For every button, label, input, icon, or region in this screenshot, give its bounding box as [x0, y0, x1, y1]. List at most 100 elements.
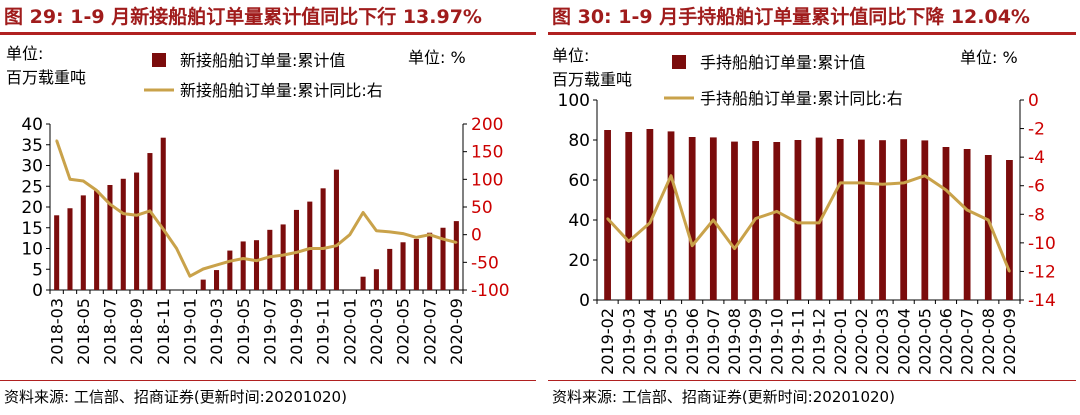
bar: [667, 131, 675, 300]
x-tick-label: 2019-01: [180, 298, 199, 365]
right-tick-label: -50: [471, 253, 499, 273]
x-tick-label: 2020-01: [831, 308, 850, 375]
left-axis-unit: 单位: 百万载重吨: [6, 44, 87, 87]
right-tick-label: 200: [471, 115, 503, 135]
x-tick-label: 2020-07: [958, 308, 977, 375]
bar: [80, 195, 86, 290]
bar: [879, 140, 886, 300]
title-divider: [548, 32, 1076, 35]
line-point: [95, 189, 98, 192]
line-point: [401, 232, 405, 235]
line-point: [281, 253, 285, 257]
legend-bar-swatch: [152, 53, 166, 67]
bar: [942, 147, 950, 300]
left-tick-label: 80: [568, 131, 590, 151]
legend-bar-swatch: [672, 55, 686, 69]
bar: [333, 169, 339, 290]
right-tick-label: 50: [471, 198, 493, 218]
line-point: [375, 229, 378, 232]
line-point: [335, 244, 338, 247]
line-point: [923, 174, 927, 177]
bar: [107, 185, 113, 290]
line-point: [987, 218, 990, 222]
bar: [440, 227, 446, 290]
line-point: [839, 181, 842, 185]
bar: [227, 250, 233, 290]
x-tick-label: 2019-12: [810, 308, 829, 375]
title-divider: [0, 32, 536, 35]
x-tick-label: 2019-02: [598, 308, 617, 375]
line-point: [428, 233, 431, 236]
line-point: [108, 203, 112, 206]
legend-bar-label: 手持船舶订单量:累计值: [700, 53, 865, 72]
chart-panel-new-orders: 图 29: 1-9 月新接船舶订单量累计值同比下行 13.97% 单位: 百万载…: [0, 6, 536, 406]
x-tick-label: 2019-04: [640, 308, 659, 375]
x-tick-label: 2020-05: [394, 298, 413, 365]
right-tick-label: -100: [471, 281, 510, 301]
bar: [413, 238, 419, 290]
right-tick-label: -12: [1028, 262, 1056, 282]
x-tick-label: 2018-03: [47, 298, 66, 365]
line-point: [712, 218, 715, 222]
right-tick-label: -8: [1028, 205, 1045, 225]
x-tick-label: 2019-11: [314, 298, 333, 365]
line-point: [817, 221, 821, 225]
line-point: [241, 257, 245, 260]
bar: [604, 130, 611, 300]
x-tick-label: 2020-01: [340, 298, 359, 365]
line-point: [215, 263, 218, 267]
line-point: [627, 240, 630, 243]
line-point: [455, 241, 458, 244]
bar: [160, 137, 166, 290]
x-tick-label: 2019-07: [260, 298, 279, 365]
bar: [836, 139, 844, 300]
line-point: [188, 274, 192, 278]
bar: [794, 140, 802, 300]
bar: [387, 248, 393, 290]
x-tick-label: 2019-06: [683, 308, 702, 375]
line-point: [775, 210, 778, 213]
line-point: [348, 233, 351, 236]
right-tick-label: -2: [1028, 120, 1045, 140]
bar: [94, 190, 100, 290]
left-tick-label: 40: [21, 115, 43, 135]
left-tick-label: 0: [579, 291, 590, 311]
bar: [400, 242, 406, 290]
bar: [214, 270, 220, 290]
right-tick-label: 0: [1028, 91, 1039, 111]
x-tick-label: 2020-09: [447, 298, 466, 365]
line-point: [148, 209, 152, 213]
line-point: [255, 259, 258, 262]
bar: [240, 241, 246, 290]
right-tick-label: -14: [1028, 291, 1056, 311]
x-tick-label: 2020-07: [420, 298, 439, 365]
line-point: [881, 183, 884, 186]
bar: [921, 140, 929, 300]
legend-line-label: 新接船舶订单量:累计同比:右: [180, 81, 383, 100]
line-point: [175, 247, 178, 250]
x-tick-label: 2018-11: [154, 298, 173, 365]
x-tick-label: 2019-03: [619, 308, 638, 375]
chart-title: 图 30: 1-9 月手持船舶订单量累计值同比下降 12.04%: [552, 6, 1030, 28]
x-tick-label: 2019-05: [662, 308, 681, 375]
line-point: [860, 181, 863, 185]
line-point: [295, 251, 298, 254]
right-tick-label: 150: [471, 143, 503, 163]
x-tick-label: 2020-03: [873, 308, 892, 375]
bar: [200, 279, 206, 290]
right-tick-label: -6: [1028, 177, 1045, 197]
chart-panel-backlog-orders: 图 30: 1-9 月手持船舶订单量累计值同比下降 12.04% 单位: 百万载…: [548, 0, 1080, 415]
right-tick-label: -4: [1028, 148, 1045, 168]
bar: [67, 208, 73, 290]
bar: [427, 232, 433, 290]
line-point: [669, 174, 673, 177]
line-point: [754, 217, 757, 220]
bar: [773, 142, 781, 300]
left-tick-label: 20: [21, 198, 43, 218]
x-tick-label: 2019-05: [234, 298, 253, 365]
bar: [253, 240, 260, 290]
line-point: [648, 221, 652, 225]
x-tick-label: 2019-08: [725, 308, 744, 375]
bar: [625, 132, 633, 300]
